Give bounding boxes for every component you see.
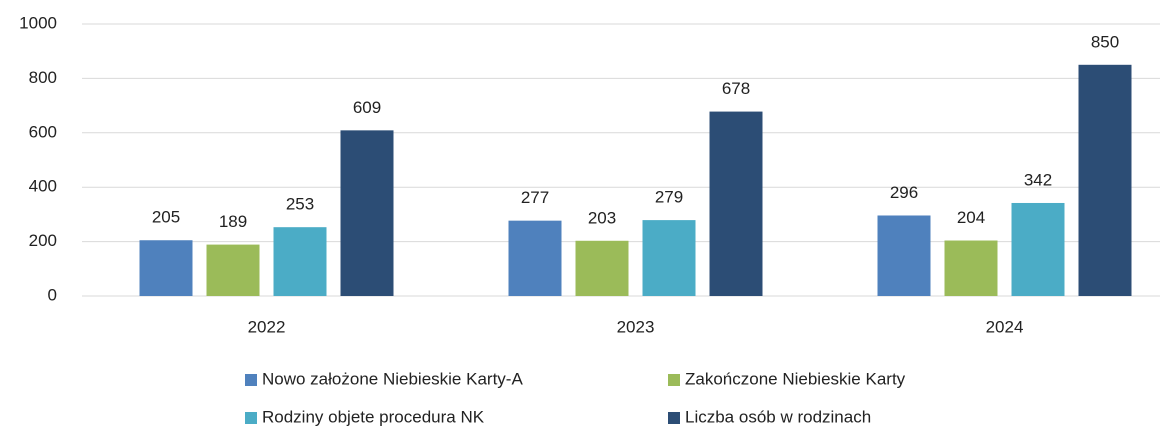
data-label: 850	[1091, 32, 1119, 51]
bar	[642, 220, 696, 296]
y-tick-label: 400	[29, 177, 57, 196]
data-label: 204	[957, 208, 985, 227]
bar	[139, 240, 193, 296]
legend-swatch	[245, 374, 257, 386]
data-label: 277	[521, 188, 549, 207]
data-label: 609	[353, 98, 381, 117]
bar	[709, 111, 763, 296]
legend-swatch	[245, 412, 257, 424]
legend-label: Zakończone Niebieskie Karty	[685, 369, 906, 388]
y-tick-label: 0	[48, 285, 57, 304]
bar	[273, 227, 327, 296]
legend-swatch	[668, 412, 680, 424]
data-label: 279	[655, 188, 683, 207]
data-label: 678	[722, 79, 750, 98]
data-label: 205	[152, 208, 180, 227]
bar	[944, 240, 998, 296]
bar	[1011, 202, 1065, 296]
data-label: 253	[286, 195, 314, 214]
legend-swatch	[668, 374, 680, 386]
bar	[1078, 64, 1132, 296]
bar	[206, 244, 260, 296]
bar	[340, 130, 394, 296]
bar	[508, 220, 562, 296]
legend-label: Nowo założone Niebieskie Karty-A	[262, 369, 523, 388]
y-tick-label: 1000	[19, 13, 57, 32]
data-label: 189	[219, 212, 247, 231]
legend-label: Rodziny objete procedura NK	[262, 407, 485, 426]
y-tick-label: 600	[29, 122, 57, 141]
data-label: 296	[890, 183, 918, 202]
data-label: 203	[588, 208, 616, 227]
x-tick-label: 2023	[617, 317, 655, 336]
x-tick-label: 2022	[248, 317, 286, 336]
bar	[877, 215, 931, 296]
x-tick-label: 2024	[986, 317, 1024, 336]
y-tick-label: 800	[29, 68, 57, 87]
bar	[575, 240, 629, 296]
legend-label: Liczba osób w rodzinach	[685, 407, 871, 426]
y-tick-label: 200	[29, 231, 57, 250]
data-label: 342	[1024, 170, 1052, 189]
